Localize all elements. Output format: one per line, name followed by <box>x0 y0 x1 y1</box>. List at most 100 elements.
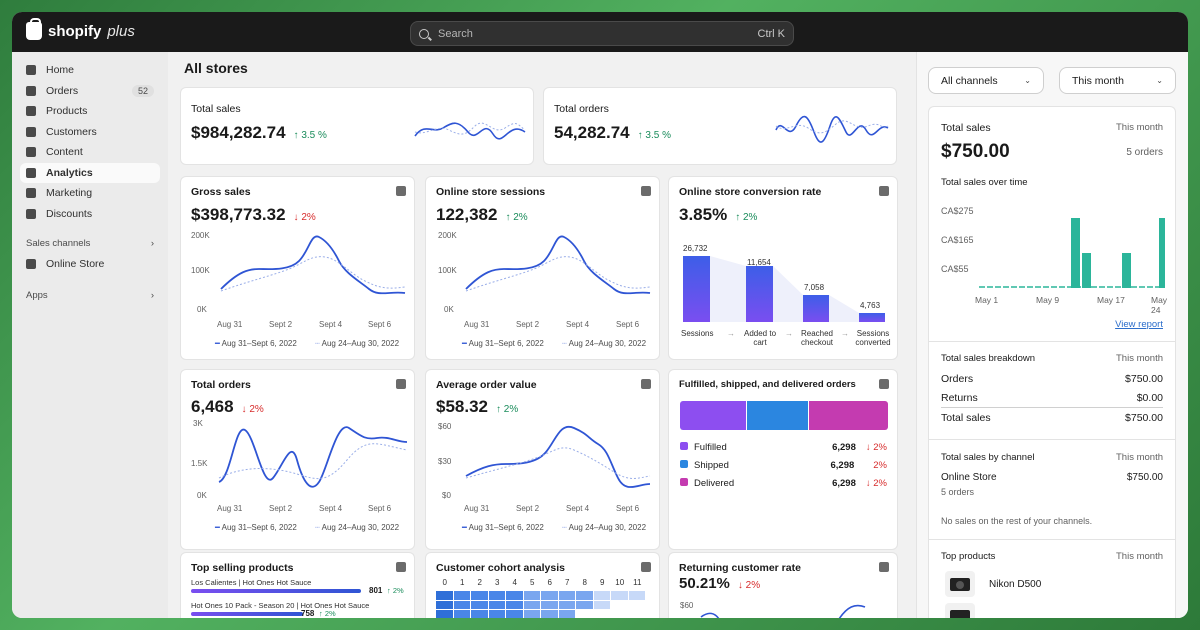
online-store-sessions-card[interactable]: Online store sessions 122,382 ↑ 2% 200K 1… <box>425 176 660 360</box>
chart-type-icon[interactable] <box>879 379 889 389</box>
chart-type-icon[interactable] <box>641 186 651 196</box>
sidebar-item-customers[interactable]: Customers <box>20 122 160 143</box>
view-report-link[interactable]: View report <box>1115 319 1163 330</box>
shopify-plus-logo[interactable]: shopify plus <box>26 18 135 40</box>
delta-badge: ↑ 2% <box>735 212 758 223</box>
delta-value: 2% <box>513 212 528 223</box>
search-input[interactable]: Search Ctrl K <box>410 21 794 46</box>
shopify-bag-icon <box>26 18 42 40</box>
cohort-cell[interactable] <box>488 600 505 609</box>
chart-type-icon[interactable] <box>396 562 406 572</box>
total-orders-chart-card[interactable]: Total orders 6,468 ↓ 2% 3K 1.5K 0K Aug 31… <box>180 369 415 550</box>
cohort-cell[interactable] <box>576 591 593 600</box>
returning-value: 50.21% <box>679 575 730 592</box>
x-tick: Sept 6 <box>368 320 392 329</box>
fulfilled-segment <box>680 401 746 430</box>
sidebar-item-label: Marketing <box>46 187 93 200</box>
chart-type-icon[interactable] <box>879 186 889 196</box>
channel-row: Online Store $750.00 <box>941 472 1163 483</box>
cohort-cell[interactable] <box>558 610 575 618</box>
average-order-value-card[interactable]: Average order value $58.32 ↑ 2% $60 $30 $… <box>425 369 660 550</box>
fulfillment-card[interactable]: Fulfilled, shipped, and delivered orders… <box>668 369 898 550</box>
cohort-cell[interactable] <box>488 610 505 618</box>
cohort-cell[interactable] <box>523 591 540 600</box>
row-value: $750.00 <box>1125 373 1163 385</box>
cohort-cell[interactable] <box>541 591 558 600</box>
top-selling-products-card[interactable]: Top selling products Los Calientes | Hot… <box>180 552 415 618</box>
channels-dropdown[interactable]: All channels ⌄ <box>928 67 1044 94</box>
cohort-cell[interactable] <box>506 600 523 609</box>
cohort-cell[interactable] <box>628 591 645 600</box>
right-summary-card: Total sales This month $750.00 5 orders T… <box>928 106 1176 618</box>
cohort-cell[interactable] <box>488 591 505 600</box>
cohort-cell[interactable] <box>593 600 610 609</box>
channel-name: Online Store <box>941 472 997 483</box>
cohort-cell[interactable] <box>506 591 523 600</box>
y-tick: CA$275 <box>941 206 974 216</box>
sidebar-item-online-store[interactable]: Online Store <box>20 254 160 275</box>
cohort-cell[interactable] <box>453 600 470 609</box>
section-label: Total sales by channel <box>941 452 1035 463</box>
product-name[interactable]: Nikon D500 <box>989 579 1042 590</box>
row-delta: 2% <box>864 460 887 471</box>
sidebar-item-marketing[interactable]: Marketing <box>20 183 160 204</box>
funnel-value: 7,058 <box>804 283 825 292</box>
cohort-cell[interactable] <box>611 591 628 600</box>
page-title: All stores <box>184 60 248 76</box>
total-sales-value: $984,282.74 <box>191 123 286 142</box>
cohort-cell[interactable] <box>558 591 575 600</box>
x-tick: May 9 <box>1036 295 1060 305</box>
returning-customer-rate-card[interactable]: Returning customer rate 50.21% ↓ 2% $60 <box>668 552 898 618</box>
orders-count-badge: 52 <box>131 84 154 97</box>
sidebar-item-label: Analytics <box>46 166 93 179</box>
delivered-segment <box>809 401 888 430</box>
period-dropdown[interactable]: This month ⌄ <box>1059 67 1176 94</box>
chart-type-icon[interactable] <box>641 562 651 572</box>
x-tick: May 17 <box>1097 295 1125 305</box>
sales-channels-header[interactable]: Sales channels › <box>26 234 154 252</box>
chart-type-icon[interactable] <box>879 562 889 572</box>
row-label: Fulfilled <box>694 442 727 453</box>
cohort-cell[interactable] <box>436 591 453 600</box>
product-thumbnail[interactable] <box>945 571 975 597</box>
sidebar-item-home[interactable]: Home <box>20 60 160 81</box>
cohort-cell[interactable] <box>593 591 610 600</box>
cohort-cell[interactable] <box>506 610 523 618</box>
sidebar-item-label: Customers <box>46 125 97 138</box>
cohort-cell[interactable] <box>558 600 575 609</box>
card-value: 50.21% ↓ 2% <box>679 575 760 592</box>
cohort-cell[interactable] <box>541 610 558 618</box>
total-orders-card[interactable]: Total orders 54,282.74 ↑ 3.5 % <box>543 87 897 165</box>
cohort-cell[interactable] <box>436 600 453 609</box>
cohort-cell[interactable] <box>576 600 593 609</box>
product-thumbnail[interactable] <box>945 603 975 618</box>
cohort-cell[interactable] <box>471 610 488 618</box>
cohort-cell[interactable] <box>453 591 470 600</box>
cohort-cell[interactable] <box>471 591 488 600</box>
sidebar-item-orders[interactable]: Orders 52 <box>20 81 160 102</box>
gross-sales-card[interactable]: Gross sales $398,773.32 ↓ 2% 200K 100K 0K… <box>180 176 415 360</box>
tag-icon <box>26 106 36 117</box>
total-sales-card[interactable]: Total sales $984,282.74 ↑ 3.5 % <box>180 87 534 165</box>
cohort-cell[interactable] <box>453 610 470 618</box>
chevron-down-icon: ⌄ <box>1156 76 1163 85</box>
cohort-cell[interactable] <box>471 600 488 609</box>
sidebar-item-products[interactable]: Products <box>20 101 160 122</box>
total-sales-value: $750.00 <box>941 141 1010 162</box>
cohort-cell[interactable] <box>523 600 540 609</box>
y-tick: 1.5K <box>191 459 208 468</box>
chart-type-icon[interactable] <box>641 379 651 389</box>
sidebar-item-content[interactable]: Content <box>20 142 160 163</box>
conversion-rate-card[interactable]: Online store conversion rate 3.85% ↑ 2% 2… <box>668 176 898 360</box>
sidebar-item-discounts[interactable]: Discounts <box>20 204 160 225</box>
row-label: Total sales <box>941 412 991 424</box>
sidebar-item-analytics[interactable]: Analytics <box>20 162 160 183</box>
cohort-cell[interactable] <box>523 610 540 618</box>
cohort-analysis-card[interactable]: Customer cohort analysis 0 1 2 3 4 5 6 7 8 9 10 11 <box>425 552 660 618</box>
chart-type-icon[interactable] <box>396 186 406 196</box>
cohort-cell[interactable] <box>541 600 558 609</box>
apps-header[interactable]: Apps › <box>26 287 154 305</box>
row-value: 6,298 <box>832 478 856 489</box>
cohort-cell[interactable] <box>436 610 453 618</box>
chart-type-icon[interactable] <box>396 379 406 389</box>
